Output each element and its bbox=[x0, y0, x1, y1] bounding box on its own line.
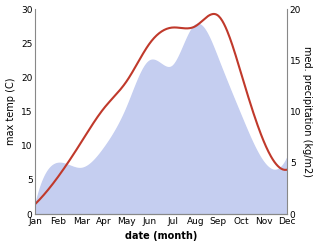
Y-axis label: med. precipitation (kg/m2): med. precipitation (kg/m2) bbox=[302, 46, 313, 177]
Y-axis label: max temp (C): max temp (C) bbox=[5, 78, 16, 145]
X-axis label: date (month): date (month) bbox=[125, 231, 197, 242]
